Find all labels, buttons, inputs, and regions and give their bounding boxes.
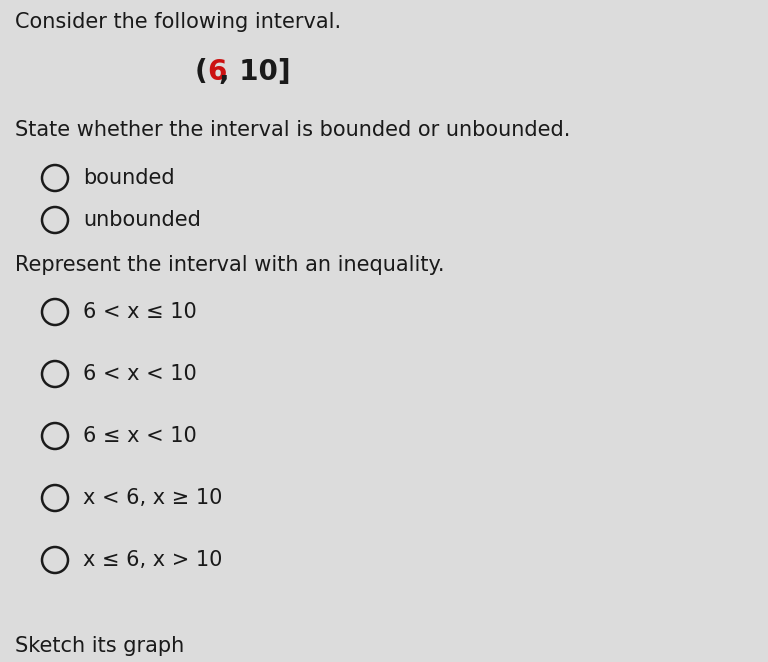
Text: , 10]: , 10] xyxy=(219,58,290,86)
Text: 6 < x ≤ 10: 6 < x ≤ 10 xyxy=(83,302,197,322)
Text: Represent the interval with an inequality.: Represent the interval with an inequalit… xyxy=(15,255,445,275)
Text: x < 6, x ≥ 10: x < 6, x ≥ 10 xyxy=(83,488,223,508)
Text: bounded: bounded xyxy=(83,168,174,188)
Text: State whether the interval is bounded or unbounded.: State whether the interval is bounded or… xyxy=(15,120,571,140)
Text: Sketch its graph: Sketch its graph xyxy=(15,636,184,656)
Text: 6 ≤ x < 10: 6 ≤ x < 10 xyxy=(83,426,197,446)
Text: 6 < x < 10: 6 < x < 10 xyxy=(83,364,197,384)
Text: (: ( xyxy=(195,58,208,86)
Text: Consider the following interval.: Consider the following interval. xyxy=(15,12,341,32)
Text: x ≤ 6, x > 10: x ≤ 6, x > 10 xyxy=(83,550,223,570)
Text: 6: 6 xyxy=(207,58,227,86)
Text: unbounded: unbounded xyxy=(83,210,201,230)
